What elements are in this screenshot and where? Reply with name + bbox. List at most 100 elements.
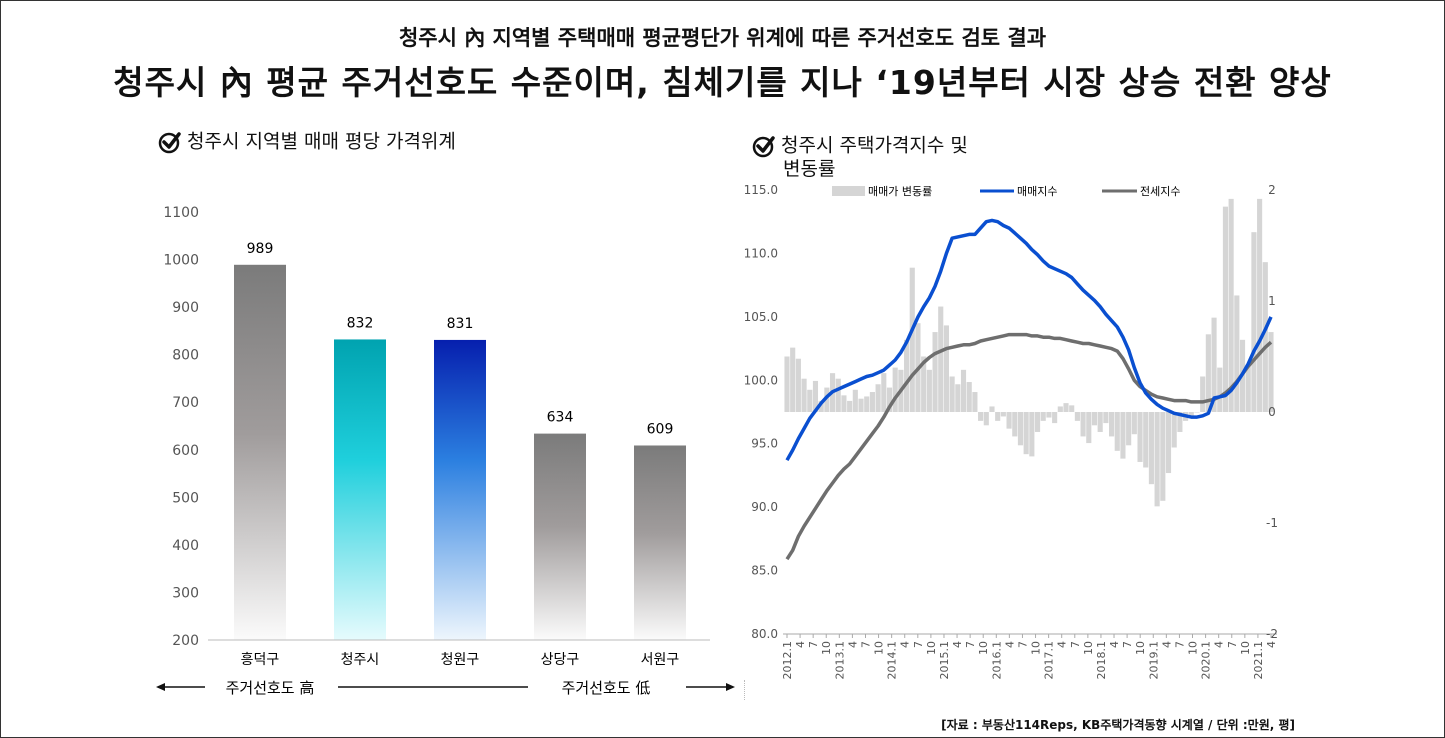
change-rate-bar (1091, 412, 1098, 426)
change-rate-bar (1211, 317, 1217, 412)
change-rate-bar (1188, 412, 1194, 418)
x-tick-label: 2014.1 (886, 641, 899, 680)
change-rate-bar (1131, 412, 1137, 435)
jeonse-index-line (785, 332, 1273, 561)
change-rate-bar (812, 380, 819, 412)
x-tick-label: 4 (794, 641, 807, 648)
right-section-title-line1: 청주시 주택가격지수 및 (781, 134, 968, 157)
change-rate-bar (1046, 412, 1052, 418)
change-rate-bar (1126, 412, 1132, 446)
x-tick-label: 2019.1 (1147, 641, 1160, 680)
pref-high-label: 주거선호도 高 (226, 679, 315, 697)
x-tick-label: 7 (964, 641, 977, 648)
bar-category-label: 청원구 (441, 652, 480, 668)
left-arrow-icon (156, 683, 165, 691)
change-rate-bar (1200, 376, 1206, 412)
x-tick-label: 10 (1239, 641, 1252, 655)
bar-value-label: 989 (247, 241, 274, 257)
x-tick-label: 2020.1 (1200, 641, 1213, 680)
change-rate-bar (1251, 232, 1257, 412)
change-rate-bar (1109, 412, 1115, 437)
change-rate-bar (1245, 365, 1251, 412)
x-tick-label: 10 (820, 641, 833, 655)
bar-value-label: 831 (447, 316, 474, 332)
legend-jeonse: 전세지수 (1140, 185, 1180, 198)
change-rate-bar (1143, 412, 1149, 468)
x-tick-label: 10 (1134, 641, 1147, 655)
change-rate-bar (1228, 198, 1234, 412)
change-rate-bar (989, 406, 995, 412)
x-tick-label: 4 (1213, 641, 1226, 648)
change-rate-bar (1205, 334, 1211, 412)
change-rate-bar (892, 367, 898, 412)
change-rate-bar (1234, 295, 1240, 412)
left-section-title: 청주시 지역별 매매 평당 가격위계 (158, 130, 456, 154)
change-rate-bar (1034, 412, 1041, 432)
x-tick-label: 7 (807, 641, 820, 648)
change-rate-bar (921, 356, 927, 412)
change-rate-bar (824, 387, 830, 412)
x-tick-label: 10 (873, 641, 886, 655)
change-rate-bar (955, 384, 961, 412)
x-tick-label: 2012.1 (781, 641, 794, 680)
right-section-title: 청주시 주택가격지수 및 변동률 (752, 134, 968, 181)
change-rate-bar (1023, 412, 1029, 455)
chart-legend: 매매가 변동률 매매지수 전세지수 (832, 185, 1180, 198)
left-y-tick: 90.0 (751, 500, 778, 514)
change-rate-bar (1040, 412, 1046, 421)
change-rate-bar (1000, 412, 1006, 417)
change-rate-bar (841, 395, 847, 412)
change-rate-bar (869, 392, 875, 412)
y-tick-label: 800 (172, 348, 199, 364)
bar-category-label: 흥덕구 (241, 652, 280, 668)
y-tick-label: 1000 (163, 253, 199, 269)
left-y-tick: 105.0 (744, 310, 778, 324)
y-tick-label: 900 (172, 300, 199, 316)
pref-low-label: 주거선호도 低 (562, 679, 651, 697)
x-tick-label: 7 (859, 641, 872, 648)
x-tick-label: 7 (912, 641, 925, 648)
bar-value-label: 634 (547, 410, 574, 426)
change-rate-bar (790, 347, 796, 412)
right-y-tick: 1 (1268, 294, 1276, 308)
bar-4 (534, 433, 586, 640)
change-rate-bar (1114, 412, 1120, 451)
change-rate-bar (1165, 412, 1172, 474)
bar-category-label: 상당구 (541, 652, 580, 668)
x-tick-label: 7 (1173, 641, 1186, 648)
x-tick-label: 4 (1160, 641, 1173, 648)
y-tick-label: 400 (172, 538, 199, 554)
change-rate-bar (1080, 412, 1086, 437)
change-rate-bar (1137, 412, 1143, 462)
right-y-tick: 2 (1268, 183, 1276, 197)
x-tick-label: 2015.1 (938, 641, 951, 680)
change-rate-bar (978, 412, 984, 421)
change-rate-bar (904, 339, 910, 412)
x-tick-label: 7 (1069, 641, 1082, 648)
bar-5 (634, 445, 686, 640)
x-tick-label: 4 (1056, 641, 1069, 648)
left-y-tick: 80.0 (751, 627, 778, 641)
page-subtitle: 청주시 內 지역별 주택매매 평균평단가 위계에 따른 주거선호도 검토 결과 (398, 26, 1047, 50)
change-rate-bar (1177, 412, 1183, 432)
left-y-tick: 95.0 (751, 437, 778, 451)
left-y-tick: 85.0 (751, 564, 778, 578)
legend-swatch-change (832, 186, 865, 196)
change-rate-bar (1006, 412, 1012, 429)
bar-category-label: 서원구 (641, 652, 680, 668)
change-rate-bar (807, 389, 813, 412)
x-tick-label: 4 (899, 641, 912, 648)
change-rate-bar (881, 373, 887, 412)
y-tick-label: 300 (172, 585, 199, 601)
x-tick-label: 2017.1 (1043, 641, 1056, 680)
x-tick-label: 7 (1121, 641, 1134, 648)
x-tick-label: 10 (977, 641, 990, 655)
page-title: 청주시 內 평균 주거선호도 수준이며, 침체기를 지나 ‘19년부터 시장 상… (113, 63, 1332, 102)
legend-sale: 매매지수 (1017, 185, 1057, 198)
change-rate-bar (1069, 405, 1075, 412)
separator (744, 680, 745, 700)
change-rate-bar (1148, 412, 1154, 485)
change-rate-bar (1154, 412, 1160, 507)
change-rate-bar (932, 332, 938, 412)
